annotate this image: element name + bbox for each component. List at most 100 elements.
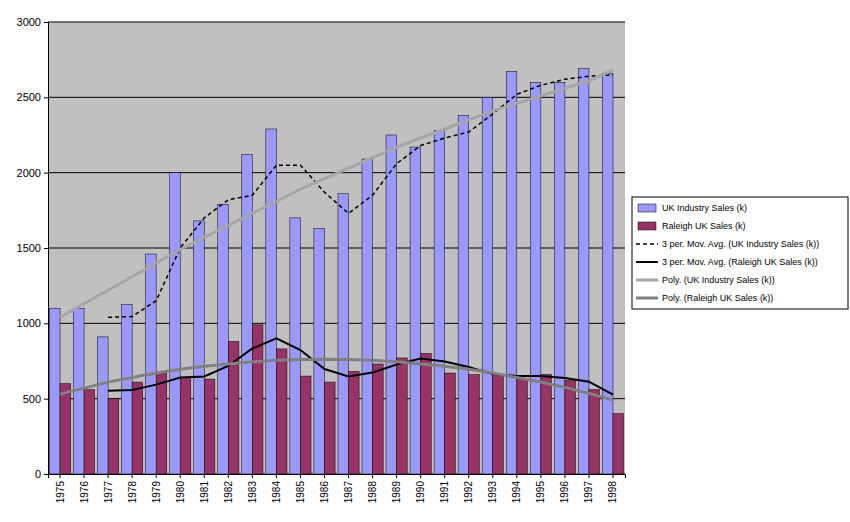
x-tick-label: 1978 (127, 481, 138, 504)
legend-label: 3 per. Mov. Avg. (Raleigh UK Sales (k)) (662, 257, 818, 267)
legend-label: Raleigh UK Sales (k) (662, 221, 746, 231)
x-tick-label: 1987 (343, 481, 354, 504)
bar-series (60, 325, 624, 474)
x-tick-mark (588, 474, 589, 478)
bar (49, 308, 60, 474)
bar (218, 204, 229, 474)
x-tick-mark (228, 474, 229, 478)
x-tick: 1981 (199, 474, 210, 503)
legend-swatch (638, 222, 656, 230)
x-tick: 1985 (295, 474, 306, 503)
bar (242, 155, 253, 474)
bar (276, 349, 287, 474)
x-tick-mark (132, 474, 133, 478)
x-tick-mark (444, 474, 445, 478)
x-axis: 1975 1976 1977 1978 1979 1980 1981 1982 1983 1984… (49, 474, 626, 503)
bar (434, 130, 445, 474)
x-tick-mark (276, 474, 277, 478)
bar (349, 372, 360, 474)
x-tick-mark (612, 474, 613, 478)
bar (469, 375, 480, 474)
y-tick-mark (44, 323, 48, 324)
bar (386, 135, 397, 474)
line (108, 338, 613, 394)
legend-label: Poly. (UK Industry Sales (k)) (662, 275, 775, 285)
x-tick-label: 1996 (559, 481, 570, 504)
y-tick-label: 500 (23, 393, 41, 405)
x-tick-label: 1994 (511, 481, 522, 504)
x-tick-mark (324, 474, 325, 478)
x-tick-mark (180, 474, 181, 478)
legend: UK Industry Sales (k)Raleigh UK Sales (k… (632, 197, 848, 309)
y-tick-mark (44, 97, 48, 98)
x-tick: 1980 (175, 474, 186, 503)
x-tick-label: 1989 (391, 481, 402, 504)
y-axis: 050010001500200025003000 (17, 16, 49, 480)
x-tick-mark (84, 474, 85, 478)
x-tick-label: 1979 (151, 481, 162, 504)
x-tick: 1987 (343, 474, 354, 503)
y-tick: 2000 (17, 167, 48, 179)
bar (108, 399, 119, 474)
bar (60, 384, 71, 474)
y-tick-mark (44, 399, 48, 400)
bar (589, 390, 600, 474)
x-tick: 1976 (79, 474, 90, 503)
bar (84, 390, 95, 474)
x-tick: 1998 (607, 474, 618, 503)
grid (48, 22, 625, 474)
x-tick-mark (468, 474, 469, 478)
x-tick-label: 1977 (103, 481, 114, 504)
bar (180, 378, 191, 474)
x-tick: 1995 (535, 474, 546, 503)
x-tick: 1983 (247, 474, 258, 503)
legend-box (632, 197, 848, 309)
x-tick: 1984 (271, 474, 282, 503)
x-tick: 1992 (463, 474, 474, 503)
bar (421, 353, 432, 474)
x-tick-label: 1975 (55, 481, 66, 504)
x-tick-label: 1983 (247, 481, 258, 504)
bar (541, 375, 552, 474)
grid-line (48, 22, 625, 23)
bar (146, 254, 157, 474)
x-tick-label: 1995 (535, 481, 546, 504)
x-tick-mark (108, 474, 109, 478)
bar (314, 228, 325, 474)
x-tick-mark (540, 474, 541, 478)
y-tick-label: 3000 (17, 16, 41, 28)
bar (613, 414, 624, 474)
x-tick-mark (420, 474, 421, 478)
y-tick-mark (44, 22, 48, 23)
x-tick-label: 1982 (223, 481, 234, 504)
bar (482, 97, 493, 474)
y-tick-mark (44, 173, 48, 174)
x-tick-mark (564, 474, 565, 478)
x-tick: 1991 (439, 474, 450, 503)
y-tick-label: 1500 (17, 242, 41, 254)
bar (156, 373, 167, 474)
x-tick-mark (396, 474, 397, 478)
bar (132, 382, 143, 474)
x-tick-label: 1991 (439, 481, 450, 504)
bar (362, 159, 373, 474)
bar-series (49, 69, 613, 474)
x-tick-label: 1980 (175, 481, 186, 504)
bar (517, 379, 528, 474)
x-tick-mark (492, 474, 493, 478)
legend-label: Poly. (Raleigh UK Sales (k)) (662, 293, 773, 303)
y-tick: 1500 (17, 242, 48, 254)
line (60, 70, 613, 317)
x-tick: 1988 (367, 474, 378, 503)
x-tick-label: 1988 (367, 481, 378, 504)
bar (458, 115, 469, 474)
plot-background (48, 22, 625, 474)
x-tick: 1994 (511, 474, 522, 503)
legend-swatch (636, 297, 658, 300)
x-tick-mark (300, 474, 301, 478)
bar (266, 129, 277, 474)
y-tick: 3000 (17, 16, 48, 28)
x-tick-label: 1986 (319, 481, 330, 504)
legend-label: 3 per. Mov. Avg. (UK Industry Sales (k)) (662, 239, 819, 249)
line (60, 359, 613, 400)
